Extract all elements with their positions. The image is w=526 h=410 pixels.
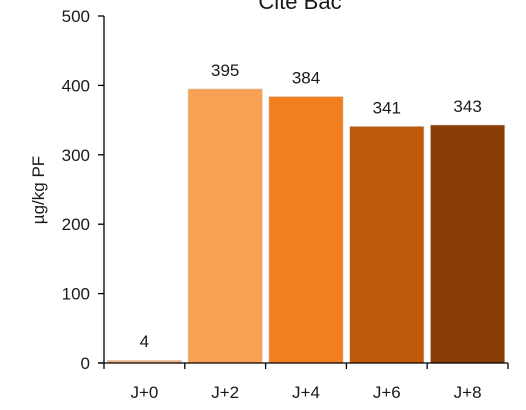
- bar-jplus-2: [187, 88, 263, 364]
- y-axis: 0 100 200 300 400 500: [62, 7, 105, 373]
- y-tick-label: 100: [62, 285, 90, 304]
- bars: 4 395 384 341 343: [106, 61, 506, 364]
- y-tick-label: 300: [62, 146, 90, 165]
- bar-value-label: 343: [453, 97, 481, 116]
- bar-jplus-4: [268, 96, 344, 364]
- bar-value-label: 4: [140, 332, 149, 351]
- x-axis: J+0 J+2 J+4 J+6 J+8: [98, 362, 509, 402]
- bar-value-label: 384: [292, 69, 320, 88]
- bar-jplus-6: [349, 126, 425, 364]
- bar-value-label: 395: [211, 61, 239, 80]
- x-tick-label: J+4: [292, 383, 320, 402]
- y-tick-label: 200: [62, 215, 90, 234]
- bar-value-label: 341: [373, 98, 401, 117]
- y-axis-title: µg/kg PF: [29, 156, 48, 224]
- x-tick-label: J+0: [130, 383, 158, 402]
- y-tick-label: 500: [62, 7, 90, 26]
- x-tick-label: J+8: [454, 383, 482, 402]
- chart-title: Cite Bac: [258, 0, 341, 14]
- y-tick-label: 400: [62, 76, 90, 95]
- x-tick-label: J+6: [373, 383, 401, 402]
- y-tick-label: 0: [81, 354, 90, 373]
- x-tick-label: J+2: [211, 383, 239, 402]
- bar-jplus-8: [430, 124, 506, 364]
